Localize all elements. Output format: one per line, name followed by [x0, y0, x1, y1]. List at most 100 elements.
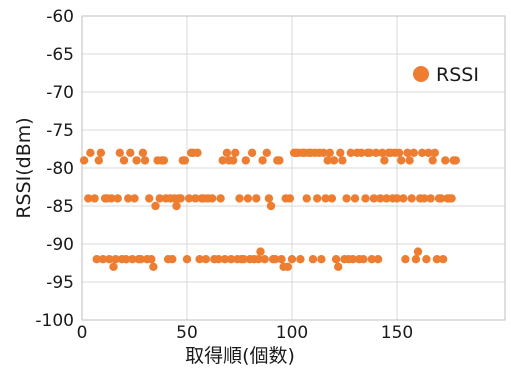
data-point — [418, 148, 427, 157]
data-point — [361, 194, 370, 203]
data-point — [275, 156, 284, 165]
data-point — [86, 148, 95, 157]
data-point — [323, 156, 332, 165]
data-point — [121, 255, 131, 264]
data-point — [436, 194, 446, 203]
data-point — [348, 255, 358, 264]
data-point — [226, 255, 236, 264]
x-axis-title: 取得順(個数) — [185, 345, 295, 367]
data-point — [439, 255, 448, 264]
data-point — [126, 148, 135, 157]
data-point — [96, 148, 106, 157]
data-point — [369, 194, 379, 203]
data-point — [394, 148, 404, 157]
data-point — [79, 156, 89, 165]
y-axis-tick-labels: -60 -65 -70 -75 -80 -85 -90 -95 -100 — [35, 7, 74, 331]
data-point — [287, 255, 297, 264]
y-tick-label: -60 — [46, 7, 74, 27]
y-tick-label: -75 — [46, 121, 74, 141]
data-point — [334, 262, 343, 271]
legend: RSSI — [413, 64, 479, 86]
data-point — [98, 255, 108, 264]
y-tick-label: -80 — [46, 159, 74, 179]
data-point — [403, 148, 412, 157]
data-point — [308, 255, 318, 264]
data-point — [428, 156, 437, 165]
data-point — [176, 194, 185, 203]
data-point — [397, 156, 406, 165]
y-tick-label: -90 — [46, 235, 74, 255]
data-point — [208, 194, 217, 203]
data-point — [331, 255, 341, 264]
data-point — [109, 262, 118, 271]
grid-lines — [81, 15, 505, 321]
data-point — [266, 201, 276, 211]
data-point — [405, 156, 414, 165]
data-point — [107, 194, 116, 203]
data-point — [271, 255, 280, 264]
data-point — [420, 194, 429, 203]
data-point — [367, 255, 376, 264]
data-point — [413, 247, 423, 256]
data-point — [258, 156, 267, 165]
data-point — [128, 255, 137, 264]
data-point — [201, 255, 211, 264]
data-point — [359, 255, 368, 264]
y-tick-label: -95 — [46, 273, 74, 293]
legend-label-rssi: RSSI — [436, 64, 479, 86]
data-point — [222, 148, 232, 157]
y-tick-label: -70 — [46, 83, 74, 103]
data-point — [336, 148, 345, 157]
data-point — [329, 156, 339, 165]
data-point — [350, 194, 360, 203]
data-point — [451, 156, 460, 165]
y-tick-label: -100 — [35, 311, 74, 331]
data-point — [180, 156, 190, 165]
data-point — [260, 255, 269, 264]
x-tick-label: 150 — [381, 323, 413, 343]
data-point — [243, 194, 253, 203]
x-tick-label: 0 — [77, 323, 88, 343]
data-point — [382, 194, 391, 203]
x-tick-label: 100 — [276, 323, 308, 343]
data-point — [283, 262, 292, 271]
data-point — [373, 255, 383, 264]
plot-area — [81, 15, 506, 321]
data-point — [113, 194, 122, 203]
data-point — [115, 148, 125, 157]
data-point — [422, 255, 431, 264]
y-tick-label: -85 — [46, 197, 74, 217]
data-point — [231, 148, 240, 157]
data-point — [371, 148, 381, 157]
data-point — [155, 194, 164, 203]
data-point — [285, 194, 295, 203]
data-points — [79, 148, 460, 271]
data-point — [136, 255, 145, 264]
data-point — [302, 194, 311, 203]
data-point — [105, 255, 114, 264]
data-point — [376, 194, 385, 203]
data-point — [411, 255, 421, 264]
data-point — [432, 255, 442, 264]
data-point — [407, 194, 416, 203]
y-tick-label: -65 — [46, 45, 74, 65]
data-point — [254, 255, 263, 264]
data-point — [264, 194, 274, 203]
data-point — [124, 194, 133, 203]
data-point — [229, 156, 238, 165]
data-point — [216, 194, 225, 203]
data-point — [256, 247, 265, 256]
data-point — [193, 148, 202, 157]
data-point — [184, 194, 194, 203]
data-point — [399, 194, 408, 203]
data-point — [195, 255, 204, 264]
data-point — [247, 148, 257, 157]
x-axis-tick-labels: 0 50 100 150 — [77, 323, 414, 343]
data-point — [132, 156, 141, 165]
data-point — [321, 194, 330, 203]
data-point — [317, 255, 326, 264]
data-point — [168, 255, 177, 264]
data-point — [172, 201, 181, 211]
data-point — [94, 156, 104, 165]
